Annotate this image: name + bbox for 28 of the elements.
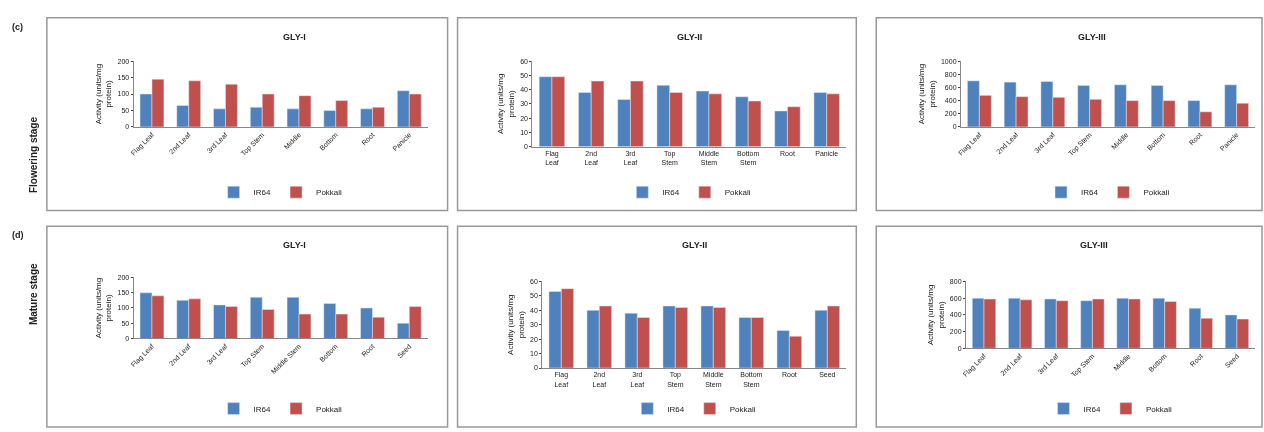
chart-title: GLY-II (682, 240, 708, 250)
legend-label: IR64 (667, 404, 685, 414)
legend-label: IR64 (662, 188, 680, 198)
chart-title: GLY-I (283, 32, 306, 42)
legend-label: IR64 (1083, 404, 1101, 414)
legend-label: IR64 (253, 188, 272, 198)
y-axis-title: Activity (units/mg protein) (917, 63, 937, 125)
legend-label: Pokkali (724, 188, 751, 198)
text: (c) (12, 22, 23, 32)
y-axis-title: Activity (units/mg protein) (926, 284, 946, 346)
text: Mature stage (27, 262, 39, 326)
chart-title: GLY-I (283, 240, 306, 250)
legend-label: Pokkali (729, 404, 756, 414)
legend-label: Pokkali (316, 404, 343, 414)
legend-label: IR64 (1081, 188, 1099, 198)
legend-label: IR64 (253, 404, 272, 414)
chart-title: GLY-III (1080, 240, 1108, 250)
legend-label: Pokkali (316, 188, 343, 198)
chart-title: GLY-III (1078, 32, 1106, 42)
y-axis-title: Activity (units/mg protein) (93, 63, 114, 125)
text: Flowering stage (27, 116, 39, 194)
y-axis-title: Activity (units/mg protein) (506, 294, 526, 355)
legend-label: Pokkali (1143, 188, 1170, 198)
y-axis-title: Activity (units/mg protein) (496, 73, 516, 135)
legend-label: Pokkali (1145, 404, 1172, 414)
chart-title: GLY-II (677, 32, 703, 42)
text: (d) (12, 230, 24, 240)
y-axis-title: Activity (units/mg protein) (93, 277, 114, 339)
